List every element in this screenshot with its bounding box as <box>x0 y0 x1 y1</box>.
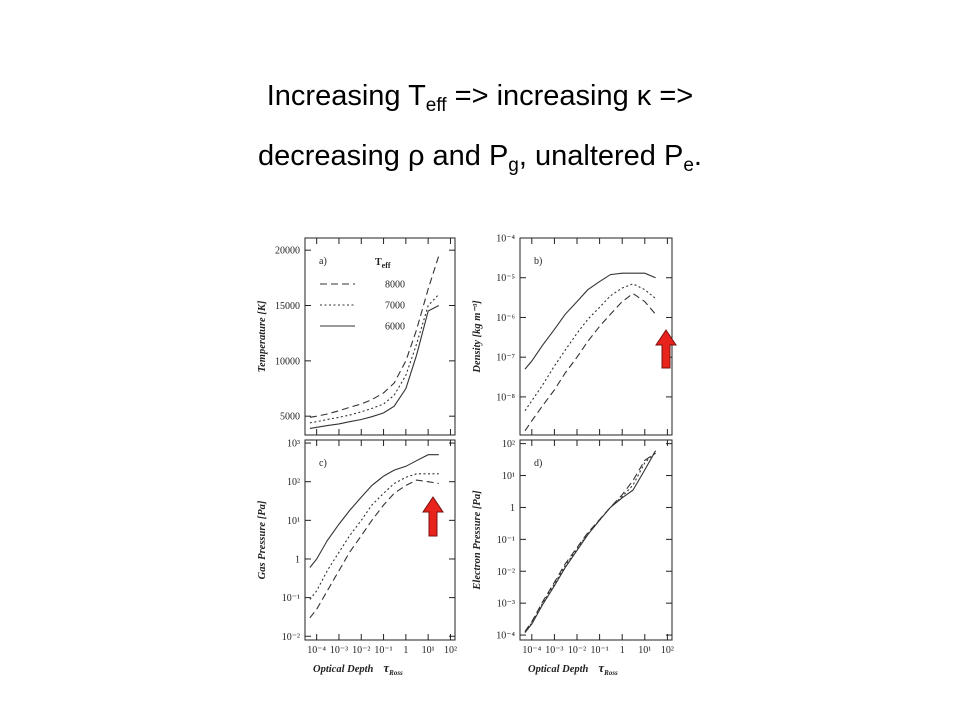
title-text: Increasing T <box>266 80 426 112</box>
y-tick-label: 10⁻¹ <box>282 593 300 604</box>
title-line: Increasing Teff => increasing κ => <box>0 80 960 117</box>
title-subscript: e <box>683 155 694 176</box>
y-tick-label: 10⁻² <box>282 632 300 643</box>
legend-title: Teff <box>375 257 391 270</box>
data-line <box>309 454 439 568</box>
y-tick-label: 10¹ <box>287 516 300 527</box>
red-arrow <box>422 496 444 537</box>
y-tick-label: 10³ <box>287 439 300 450</box>
legend-title-subscript: eff <box>382 261 391 270</box>
plot-frame <box>304 237 456 436</box>
x-axis-label-symbol: τ <box>383 660 390 675</box>
plot-frame <box>304 439 456 641</box>
y-tick-label: 10⁻⁴ <box>496 631 515 642</box>
y-tick-label: 10⁻⁶ <box>496 313 515 324</box>
data-line <box>524 272 656 370</box>
data-line <box>309 305 440 429</box>
x-tick-label: 1 <box>403 645 408 656</box>
y-tick-label: 20000 <box>275 246 300 257</box>
x-axis-label: Optical Depth τRoss <box>313 660 403 677</box>
panel-label: a) <box>319 256 327 267</box>
x-axis-label: Optical Depth τRoss <box>528 660 618 677</box>
y-tick-label: 10¹ <box>502 471 515 482</box>
title-subscript: g <box>508 155 519 176</box>
x-tick-label: 10⁻¹ <box>374 645 392 656</box>
y-tick-label: 1 <box>510 503 515 514</box>
y-tick-label: 10⁻⁴ <box>496 234 515 245</box>
x-tick-label: 10⁻² <box>352 645 370 656</box>
x-tick-label: 10¹ <box>422 645 435 656</box>
plot-frame <box>519 237 673 436</box>
data-line <box>524 452 656 632</box>
legend-label: 7000 <box>385 301 405 312</box>
x-tick-label: 10⁻³ <box>545 645 563 656</box>
y-tick-label: 10⁻² <box>497 567 515 578</box>
x-tick-label: 10⁻² <box>568 645 586 656</box>
panel-label: d) <box>534 458 542 469</box>
x-axis-label-subscript: Ross <box>388 669 403 677</box>
x-axis-label-subscript: Ross <box>603 669 618 677</box>
x-tick-label: 10⁻³ <box>330 645 348 656</box>
red-arrow <box>655 329 677 369</box>
title-text: , unaltered P <box>518 140 684 172</box>
y-tick-label: 5000 <box>280 412 300 423</box>
panel-label: b) <box>534 256 542 267</box>
data-line <box>309 255 440 418</box>
title-text: . <box>693 140 702 172</box>
x-tick-label: 1 <box>620 645 625 656</box>
x-tick-label: 10⁻⁴ <box>307 645 326 656</box>
title-text: => increasing κ => <box>446 80 694 112</box>
x-axis-label-text: Optical Depth <box>313 664 374 675</box>
y-tick-label: 10000 <box>275 356 300 367</box>
y-tick-label: 10² <box>502 439 515 450</box>
title-line: decreasing ρ and Pg, unaltered Pe. <box>0 140 960 177</box>
data-line <box>524 292 657 432</box>
panel-label: c) <box>319 458 327 469</box>
y-tick-label: 10⁻⁵ <box>496 273 515 284</box>
y-axis-label: Temperature [K] <box>257 300 268 372</box>
y-tick-label: 10⁻⁸ <box>496 392 515 403</box>
x-tick-label: 10² <box>444 645 457 656</box>
x-axis-label-text: Optical Depth <box>528 664 589 675</box>
y-tick-label: 10⁻⁷ <box>496 353 515 364</box>
x-tick-label: 10⁻¹ <box>590 645 608 656</box>
x-tick-label: 10¹ <box>638 645 651 656</box>
x-axis-label-symbol: τ <box>598 660 605 675</box>
title-text: decreasing ρ and P <box>258 140 509 172</box>
plots: 5000 10000 15000 20000 a) Temperature [K] Teff… <box>257 234 674 678</box>
y-tick-label: 10⁻¹ <box>497 535 515 546</box>
data-line <box>309 479 439 619</box>
data-line <box>309 294 440 424</box>
data-line <box>524 283 656 412</box>
y-tick-label: 1 <box>295 554 300 565</box>
plot-frame <box>519 439 673 641</box>
y-tick-label: 10² <box>287 477 300 488</box>
legend-title-text: T <box>375 257 382 268</box>
legend-label: 6000 <box>385 322 405 333</box>
x-tick-label: 10² <box>661 645 674 656</box>
data-line <box>524 451 656 633</box>
title-subscript: eff <box>425 95 447 116</box>
y-axis-label: Density [kg m⁻³] <box>472 300 483 374</box>
legend-label: 8000 <box>385 280 405 291</box>
y-axis-label: Electron Pressure [Pa] <box>472 490 483 591</box>
data-line <box>309 473 439 600</box>
y-axis-label: Gas Pressure [Pa] <box>257 500 268 579</box>
x-tick-label: 10⁻⁴ <box>522 645 541 656</box>
y-tick-label: 10⁻³ <box>497 599 515 610</box>
data-line <box>524 450 657 633</box>
y-tick-label: 15000 <box>275 301 300 312</box>
